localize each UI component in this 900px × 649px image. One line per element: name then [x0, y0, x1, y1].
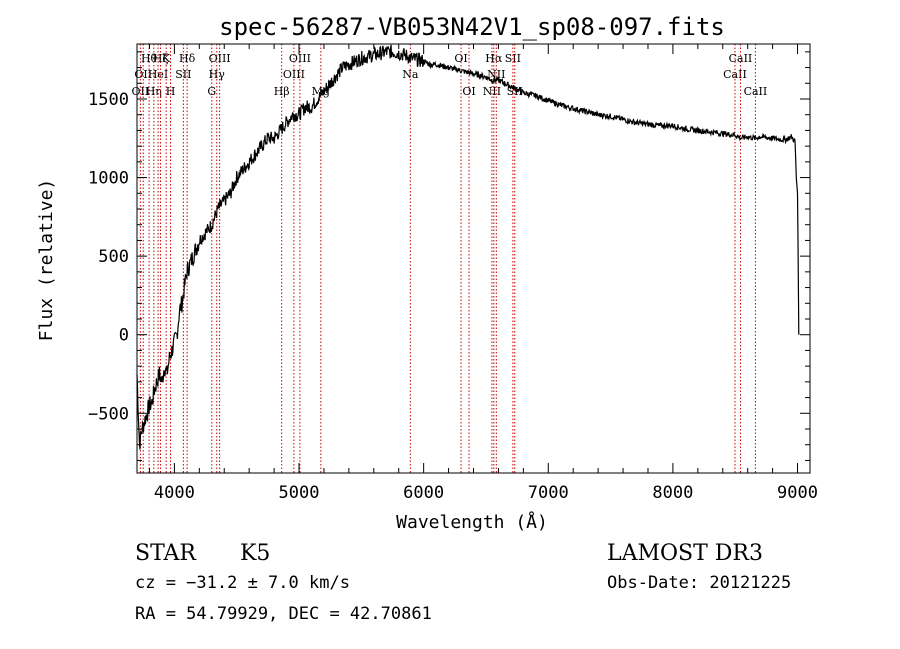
y-tick-label: 1500	[88, 90, 129, 110]
y-tick-label: 0	[119, 326, 129, 346]
spectrum-line	[136, 44, 800, 450]
chart-title: spec-56287-VB053N42V1_sp08-097.fits	[219, 13, 725, 41]
marker-label: OIII	[209, 52, 231, 65]
x-tick-label: 5000	[279, 483, 320, 503]
marker-label: OIII	[289, 52, 311, 65]
y-tick-label: 1000	[88, 169, 129, 189]
x-tick-label: 4000	[154, 483, 195, 503]
marker-label: HeI	[148, 68, 168, 81]
marker-label: Hβ	[274, 85, 290, 98]
line-markers: OIIOIIHθHηHeIHζKHSIIHδGHγOIIIHβOIIIOIIIM…	[132, 44, 768, 473]
marker-label: Hζ	[153, 52, 169, 65]
marker-label: OII	[134, 68, 152, 81]
y-axis-label: Flux (relative)	[36, 179, 57, 342]
survey-name: LAMOST DR3	[607, 541, 763, 566]
marker-label: Hα	[485, 52, 503, 65]
marker-label: Hη	[146, 85, 162, 98]
marker-label: OI	[462, 85, 475, 98]
marker-label: Hγ	[209, 68, 226, 81]
x-axis-label: Wavelength (Å)	[396, 511, 548, 533]
y-tick-label: 500	[98, 247, 129, 267]
marker-label: CaII	[744, 85, 768, 98]
x-tick-label: 6000	[403, 483, 444, 503]
marker-label: Na	[402, 68, 419, 81]
marker-label: OI	[454, 52, 467, 65]
object-subclass: K5	[240, 541, 270, 566]
marker-label: CaII	[729, 52, 753, 65]
plot-frame	[136, 43, 811, 474]
axis-ticks: 4000 5000 6000 7000 8000 9000 −500 0 500 1000 1500	[88, 44, 818, 503]
marker-label: OIII	[283, 68, 305, 81]
marker-label: K	[162, 52, 171, 65]
object-class: STAR	[135, 541, 197, 566]
marker-label: NII	[483, 85, 501, 98]
x-tick-label: 9000	[777, 483, 818, 503]
marker-label: SII	[175, 68, 191, 81]
marker-label: H	[166, 85, 176, 98]
x-tick-label: 8000	[652, 483, 693, 503]
marker-label: SII	[505, 52, 521, 65]
marker-label: Hδ	[179, 52, 196, 65]
y-tick-label: −500	[88, 404, 129, 424]
marker-label: CaII	[723, 68, 747, 81]
obs-date: Obs-Date: 20121225	[607, 573, 791, 593]
marker-label: G	[207, 85, 216, 98]
marker-label: OII	[132, 85, 150, 98]
coordinates: RA = 54.79929, DEC = 42.70861	[135, 604, 432, 624]
marker-label: NII	[487, 68, 505, 81]
velocity-readout: cz = −31.2 ± 7.0 km/s	[135, 573, 350, 593]
x-tick-label: 7000	[528, 483, 569, 503]
